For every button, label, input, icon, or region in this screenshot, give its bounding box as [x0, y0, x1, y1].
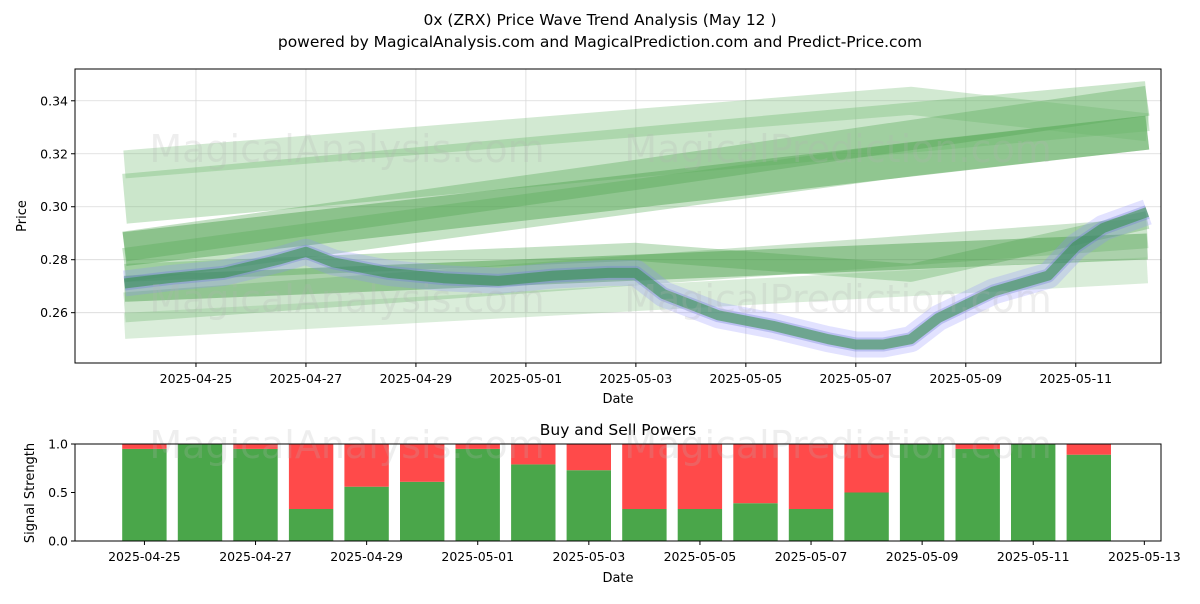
buy-bar — [1011, 444, 1056, 541]
powers-x-tick-label: 2025-05-11 — [997, 549, 1070, 564]
powers-x-tick-label: 2025-05-09 — [886, 549, 959, 564]
powers-y-tick-label: 0.5 — [48, 485, 68, 500]
chart-title: 0x (ZRX) Price Wave Trend Analysis (May … — [423, 11, 776, 29]
trend-band — [122, 85, 1150, 262]
trend-band — [124, 211, 1150, 282]
sell-bar — [788, 444, 834, 509]
buy-bar — [955, 448, 1000, 541]
price-x-tick-label: 2025-05-05 — [710, 371, 783, 386]
chart-subtitle: powered by MagicalAnalysis.com and Magic… — [278, 33, 922, 51]
sell-bar — [844, 444, 889, 493]
sell-bar — [233, 444, 278, 449]
watermark-top-right: MagicalPrediction.com — [624, 127, 1052, 171]
powers-x-tick-label: 2025-04-29 — [330, 549, 403, 564]
buy-bar — [177, 444, 223, 541]
sell-bar — [733, 444, 778, 504]
trend-band — [123, 86, 1149, 179]
buy-bar — [1066, 454, 1111, 541]
sell-bar — [288, 444, 334, 509]
buy-bar — [677, 509, 723, 541]
price-x-label: Date — [602, 392, 633, 407]
powers-x-tick-label: 2025-05-03 — [553, 549, 626, 564]
watermark-bottom-right: MagicalPrediction.com — [624, 423, 1052, 467]
price-y-tick-label: 0.28 — [40, 252, 68, 267]
buy-bar — [844, 492, 889, 541]
watermark-mid-left: MagicalAnalysis.com — [149, 277, 544, 321]
powers-y-tick-label: 0.0 — [48, 534, 68, 549]
buy-bar — [122, 448, 167, 541]
buy-bar — [788, 509, 834, 541]
powers-x-tick-label: 2025-05-05 — [664, 549, 737, 564]
price-x-tick-label: 2025-05-11 — [1039, 371, 1112, 386]
buy-bar — [400, 481, 445, 541]
sell-bar — [511, 444, 556, 465]
powers-y-ticks: 0.0 0.5 1.0 — [48, 437, 75, 549]
price-y-tick-label: 0.30 — [40, 199, 68, 214]
price-y-tick-label: 0.32 — [40, 146, 68, 161]
buy-bar — [622, 509, 667, 541]
price-x-tick-label: 2025-05-09 — [929, 371, 1002, 386]
buy-bar — [566, 470, 611, 541]
price-y-tick-label: 0.26 — [40, 305, 68, 320]
price-x-tick-label: 2025-04-29 — [380, 371, 453, 386]
buy-bar — [511, 464, 556, 541]
buy-bar — [233, 448, 278, 541]
price-x-tick-label: 2025-05-01 — [490, 371, 563, 386]
powers-x-ticks: 2025-04-25 2025-04-27 2025-04-29 2025-05-01… — [108, 541, 1181, 564]
sell-bar — [566, 444, 611, 471]
watermark-mid-right: MagicalPrediction.com — [624, 277, 1052, 321]
buy-bar — [455, 448, 500, 541]
price-x-tick-label: 2025-05-03 — [600, 371, 673, 386]
trend-band — [123, 233, 1148, 302]
powers-x-tick-label: 2025-05-01 — [441, 549, 514, 564]
price-axes-frame — [74, 68, 1162, 364]
price-x-tick-label: 2025-04-27 — [270, 371, 343, 386]
buy-bar — [344, 486, 389, 541]
sell-bar — [122, 444, 167, 449]
watermark-bottom-left: MagicalAnalysis.com — [149, 423, 544, 467]
powers-x-tick-label: 2025-05-07 — [775, 549, 848, 564]
buy-bar — [288, 509, 334, 541]
sell-bar — [622, 444, 667, 509]
buy-bar — [899, 444, 945, 541]
powers-x-tick-label: 2025-05-13 — [1108, 549, 1181, 564]
price-y-ticks: 0.26 0.28 0.30 0.32 0.34 — [40, 93, 75, 320]
sell-bar — [677, 444, 723, 509]
powers-x-tick-label: 2025-04-27 — [219, 549, 292, 564]
sell-bar — [344, 444, 389, 487]
trend-band — [123, 257, 1149, 339]
sell-bar — [1066, 444, 1111, 455]
sell-bar — [955, 444, 1000, 449]
price-x-tick-label: 2025-05-07 — [819, 371, 892, 386]
sell-bar — [455, 444, 500, 449]
powers-y-label: Signal Strength — [23, 443, 38, 543]
price-grid — [75, 69, 1161, 363]
trend-band — [122, 81, 1150, 224]
powers-x-tick-label: 2025-04-25 — [108, 549, 181, 564]
powers-y-tick-label: 1.0 — [48, 437, 68, 452]
price-wave-green — [123, 207, 1149, 350]
sell-bar — [400, 444, 445, 482]
power-bars — [122, 444, 1111, 541]
trend-band — [122, 115, 1150, 282]
price-y-label: Price — [15, 200, 30, 232]
price-series — [122, 199, 1152, 358]
price-x-tick-label: 2025-04-25 — [160, 371, 233, 386]
watermark-top-left: MagicalAnalysis.com — [149, 127, 544, 171]
price-x-ticks: 2025-04-25 2025-04-27 2025-04-29 2025-05-01… — [160, 363, 1112, 386]
powers-title: Buy and Sell Powers — [540, 421, 697, 439]
powers-x-label: Date — [602, 571, 633, 586]
buy-bar — [733, 503, 778, 541]
price-y-tick-label: 0.34 — [40, 93, 68, 108]
trend-band — [122, 115, 1150, 266]
